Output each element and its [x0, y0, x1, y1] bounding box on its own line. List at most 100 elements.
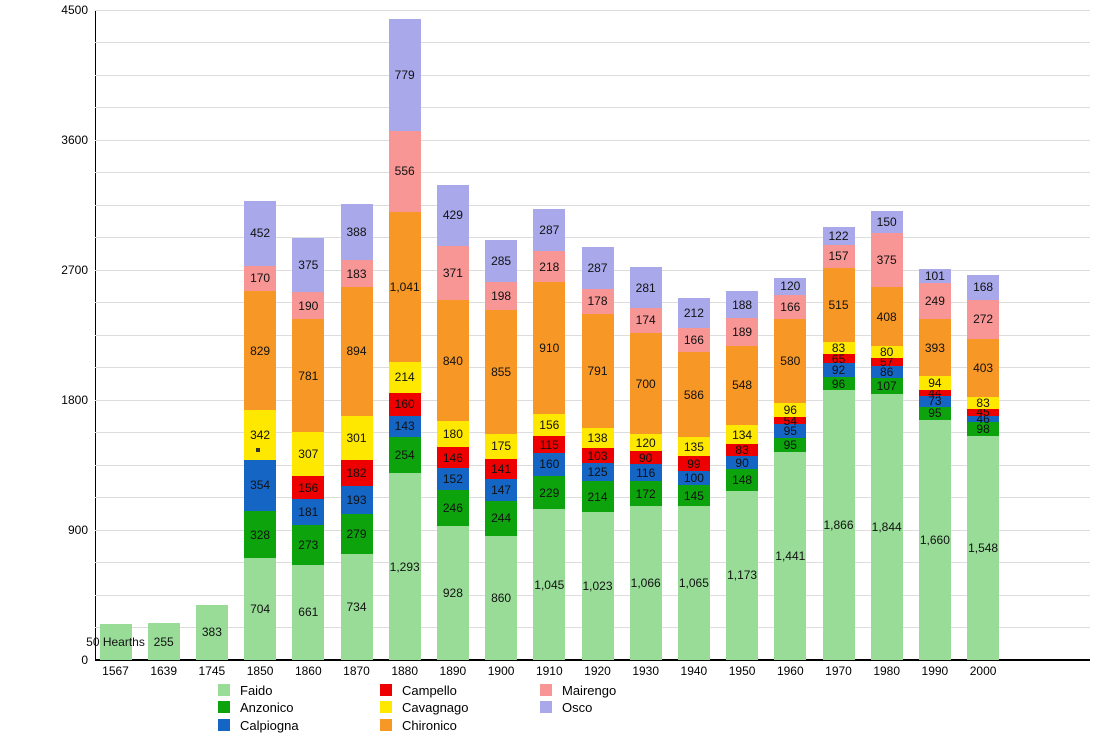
bar-segment-label: 910	[539, 341, 560, 355]
bar-segment-faido	[726, 490, 759, 660]
bar-segment-anzonico	[822, 376, 855, 391]
bar-segment-anzonico	[533, 476, 566, 510]
x-axis-label: 1930	[632, 664, 660, 678]
bar-segment-label: 54	[783, 413, 797, 428]
bar-segment-label: 452	[250, 226, 271, 241]
bar-segment-mairengo	[485, 281, 518, 311]
bar-segment-campello	[774, 416, 807, 425]
bar-segment-campello	[388, 392, 421, 416]
bar-segment-mairengo	[870, 232, 903, 288]
bar-segment-chironico	[340, 286, 373, 417]
bar-segment-calpiogna	[726, 456, 759, 470]
x-axis-label: 1910	[535, 664, 563, 678]
bar-segment-label: 556	[394, 164, 415, 179]
bar-segment-label: 146	[442, 450, 463, 465]
bar-segment-label: 272	[973, 312, 994, 327]
x-axis-label: 1639	[150, 664, 178, 678]
bar-segment-campello	[870, 357, 903, 366]
bar-segment-mairengo	[340, 260, 373, 287]
x-axis-label: 1870	[343, 664, 370, 678]
legend-swatch	[380, 718, 392, 731]
bar-segment-calpiogna	[918, 395, 951, 407]
bar-segment-label: 86	[880, 364, 894, 379]
x-axis-label: 1745	[198, 664, 226, 678]
bar-segment-label: 301	[346, 430, 367, 445]
bar-segment-osco	[918, 268, 951, 284]
bar-segment-cavagnago	[340, 416, 373, 460]
x-axis-label: 1990	[921, 664, 949, 678]
bar-segment-campello	[292, 476, 325, 499]
bar-segment-label: 894	[346, 344, 367, 359]
x-axis	[95, 659, 1090, 661]
legend-label: Anzonico	[240, 700, 294, 716]
y-axis-label: 1800	[61, 393, 88, 407]
legend-swatch	[380, 701, 392, 714]
legend-swatch	[540, 684, 552, 696]
legend-label: Osco	[562, 700, 593, 716]
bar-segment-faido	[774, 451, 807, 660]
bar-segment-anzonico	[870, 378, 903, 394]
bar-segment-osco	[292, 237, 325, 292]
bar-segment-label: 188	[732, 297, 753, 312]
bar-segment-label: 1,866	[823, 518, 854, 533]
bar-segment-chironico	[533, 282, 566, 414]
bar-segment-calpiogna	[774, 424, 807, 439]
bar-segment-label: 181	[298, 505, 319, 520]
bar-segment-label: 172	[635, 486, 656, 501]
bar-segment-campello	[485, 458, 518, 480]
bar-segment-label: 229	[539, 485, 560, 500]
bar-segment-cavagnago	[822, 341, 855, 354]
bar-segment-cavagnago	[436, 421, 469, 448]
bar-segment-cavagnago	[918, 376, 951, 390]
bar-segment-label: 371	[442, 266, 463, 281]
bar-segment-anzonico	[292, 525, 325, 565]
bar-segment-label: 170	[250, 271, 271, 286]
bar-segment-label: 190	[298, 298, 319, 313]
bar-segment-label: 103	[587, 448, 608, 463]
bar-segment-chironico	[436, 300, 469, 422]
bar-segment-label: 182	[346, 465, 367, 480]
bar-segment-faido	[533, 509, 566, 660]
bar-segment-label: 99	[687, 456, 701, 471]
bar-segment-label: 96	[783, 402, 797, 417]
bar-segment-label: 1,023	[582, 579, 613, 594]
bar-segment-chironico	[822, 267, 855, 342]
gridline	[95, 107, 1090, 108]
bar-segment-faido	[581, 512, 614, 660]
bar-segment-chironico	[677, 352, 710, 437]
bar-segment-label: 83	[831, 340, 846, 355]
bar-segment-label: 157	[828, 249, 849, 264]
bar-segment-faido	[436, 525, 469, 660]
bar-segment-label: 255	[153, 634, 174, 649]
bar-segment-osco	[581, 247, 614, 289]
bar-segment-campello	[967, 409, 1000, 416]
bar-segment-cavagnago	[533, 413, 566, 437]
bar-segment-label: 95	[783, 437, 797, 452]
bar-segment-label: 734	[346, 599, 367, 614]
bar-segment-label: 189	[732, 325, 753, 340]
bar-segment-anzonico	[967, 422, 1000, 437]
bar-segment-calpiogna	[581, 463, 614, 482]
bar-segment-label: 1,066	[630, 576, 661, 590]
legend-label: Mairengo	[562, 683, 617, 698]
bar-segment-label: 704	[250, 602, 271, 617]
bar-segment-label: 285	[491, 253, 512, 268]
bar-segment-label: 90	[639, 450, 653, 465]
bar-segment-label: 388	[346, 225, 367, 240]
bar-segment-faido	[340, 553, 373, 660]
legend-swatch	[218, 701, 230, 714]
bar-segment-chironico	[774, 318, 807, 403]
bar-segment-mairengo	[677, 328, 710, 353]
bar-segment-campello	[436, 447, 469, 469]
bar-segment-label: 1,660	[919, 533, 950, 548]
bar-segment-label: 375	[876, 252, 897, 267]
bar-segment-campello	[581, 448, 614, 464]
bar-segment-label: 287	[587, 260, 608, 275]
bar-segment-label: 791	[587, 364, 608, 379]
bar-segment-label: 96	[831, 376, 846, 391]
bar-segment-label: 90	[735, 455, 749, 470]
x-axis-label: 1920	[584, 664, 611, 678]
bar-segment-anzonico	[918, 406, 951, 421]
bar-segment-label: 218	[539, 259, 560, 274]
y-axis-label: 4500	[61, 3, 88, 17]
